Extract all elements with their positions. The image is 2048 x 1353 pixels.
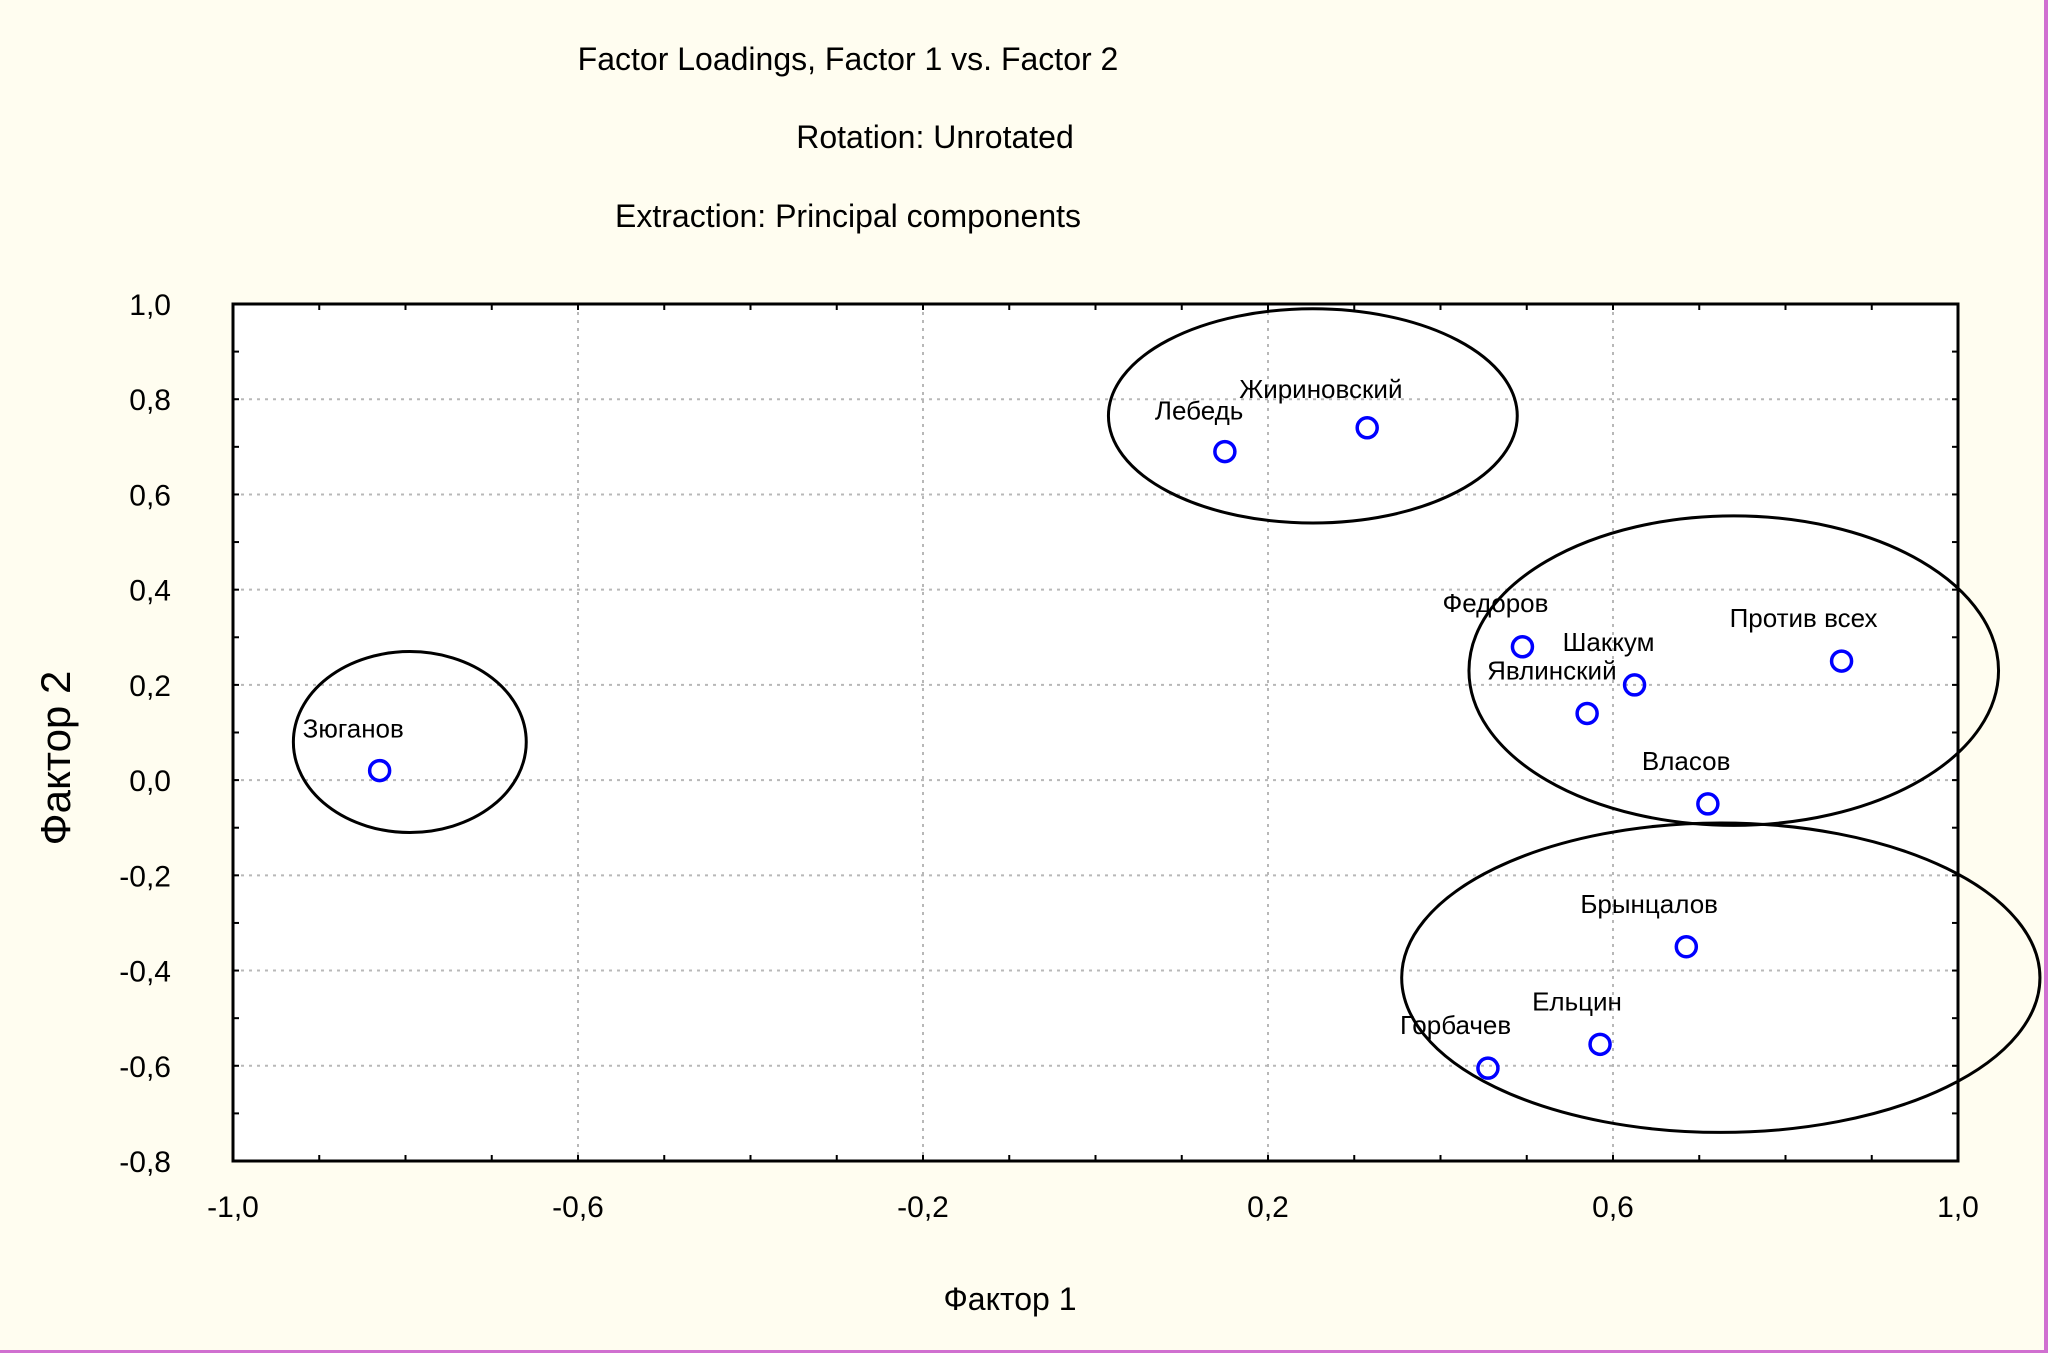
chart-subtitle-rotation: Rotation: Unrotated	[796, 119, 1074, 155]
y-tick-label: 0,8	[129, 384, 171, 417]
point-label: Горбачев	[1400, 1010, 1511, 1040]
point-label: Зюганов	[303, 714, 404, 744]
point-label: Брынцалов	[1580, 889, 1718, 919]
data-point-marker	[1355, 416, 1379, 440]
chart-subtitle-extraction: Extraction: Principal components	[615, 198, 1081, 234]
data-point-marker	[1622, 673, 1647, 697]
point-label: Ельцин	[1532, 986, 1622, 1016]
y-tick-labels: 1,0 0,8 0,6 0,4 0,2 0,0 -0,2 -0,4 -0,6 -0,8	[119, 289, 171, 1179]
data-point-marker	[1476, 1056, 1500, 1080]
y-tick-label: -0,8	[119, 1146, 171, 1179]
point-label: Лебедь	[1155, 396, 1243, 426]
data-point-marker	[1575, 701, 1599, 726]
data-point-marker	[1674, 935, 1699, 959]
grid-lines	[233, 304, 1958, 1161]
x-tick-label: -0,2	[897, 1191, 949, 1224]
y-tick-label: 0,6	[129, 479, 171, 512]
y-tick-label: -0,2	[119, 860, 171, 893]
y-tick-label: 0,4	[129, 575, 171, 608]
cluster-ellipses	[291, 307, 2042, 1134]
x-tick-label: 0,2	[1247, 1191, 1289, 1224]
data-point-marker	[367, 758, 392, 783]
y-tick-label: 0,2	[129, 670, 171, 703]
y-tick-label: -0,4	[119, 956, 171, 989]
point-label: Власов	[1642, 746, 1731, 776]
y-axis-title: Фактор 2	[32, 671, 79, 846]
data-point-marker	[1213, 439, 1237, 464]
chart-title: Factor Loadings, Factor 1 vs. Factor 2	[578, 41, 1119, 77]
x-axis-title: Фактор 1	[943, 1281, 1076, 1317]
point-label: Шаккум	[1563, 627, 1655, 657]
x-tick-label: -1,0	[207, 1191, 259, 1224]
cluster-ellipse	[1400, 821, 2042, 1134]
point-label: Жириновский	[1239, 374, 1402, 404]
cluster-ellipse	[1467, 514, 2001, 827]
x-tick-label: 1,0	[1937, 1191, 1979, 1224]
data-points	[367, 416, 1854, 1080]
cluster-ellipse	[291, 650, 528, 834]
point-label: Против всех	[1730, 603, 1878, 633]
x-tick-labels: -1,0 -0,6 -0,2 0,2 0,6 1,0	[207, 1191, 1979, 1224]
y-tick-label: 0,0	[129, 765, 171, 798]
point-label: Явлинский	[1487, 655, 1616, 685]
data-point-marker	[1588, 1032, 1612, 1057]
x-tick-label: 0,6	[1592, 1191, 1634, 1224]
y-tick-label: -0,6	[119, 1051, 171, 1084]
y-tick-label: 1,0	[129, 289, 171, 322]
data-point-marker	[1829, 649, 1854, 673]
data-point-marker	[1510, 635, 1535, 659]
x-tick-label: -0,6	[552, 1191, 604, 1224]
point-label: Федоров	[1442, 588, 1548, 618]
plot-area	[233, 304, 1958, 1161]
cluster-ellipse	[1106, 307, 1519, 525]
data-point-marker	[1696, 792, 1720, 816]
plot-border	[231, 302, 1960, 1163]
